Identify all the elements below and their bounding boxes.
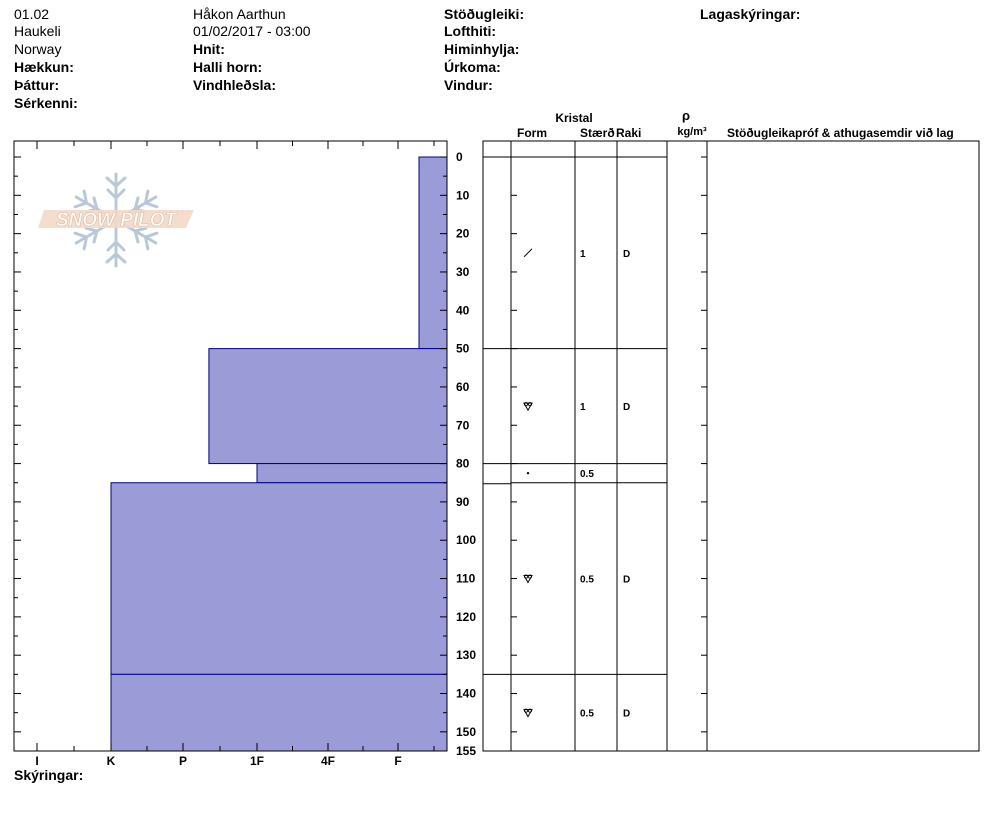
layer-size: 0.5 bbox=[580, 469, 594, 480]
x-tick-label: K bbox=[107, 754, 116, 768]
facet-triangle bbox=[523, 575, 533, 584]
y-tick-label: 50 bbox=[456, 342, 470, 356]
layer-moisture: D bbox=[623, 709, 630, 720]
hardness-frame bbox=[13, 140, 448, 752]
form-icon-faceted bbox=[523, 708, 533, 718]
facet-circle bbox=[528, 402, 533, 407]
header-precip-label: Úrkoma: bbox=[444, 59, 501, 75]
header-elevation-label: Hækkun: bbox=[14, 59, 74, 75]
header-stability-label: Stöðugleiki: bbox=[444, 6, 525, 22]
facet-circle bbox=[524, 708, 529, 713]
facet-triangle bbox=[523, 402, 533, 412]
form-icon-faceted bbox=[523, 574, 533, 584]
header-windload-label: Vindhleðsla: bbox=[193, 77, 276, 93]
y-tick-label: 0 bbox=[456, 150, 463, 164]
y-tick-label: 30 bbox=[456, 265, 470, 279]
facet-circle bbox=[528, 574, 533, 579]
header-country: Norway bbox=[14, 41, 62, 57]
table-frame bbox=[482, 140, 980, 752]
y-tick-label: 110 bbox=[456, 572, 476, 586]
form-header: Form bbox=[517, 126, 547, 140]
form-icon-decomposing bbox=[523, 248, 533, 258]
y-tick-label: 60 bbox=[456, 380, 470, 394]
size-header: Stærð bbox=[580, 126, 615, 140]
y-tick-label: 150 bbox=[456, 725, 476, 739]
header-wind-label: Vindur: bbox=[444, 77, 493, 93]
facet-circle bbox=[524, 402, 529, 407]
header-location: Haukeli bbox=[14, 23, 61, 39]
y-tick-label: 20 bbox=[456, 227, 470, 241]
snowpilot-logo: SNOW PILOT bbox=[38, 172, 194, 268]
x-tick-label: 4F bbox=[321, 754, 335, 768]
y-tick-label: 120 bbox=[456, 610, 476, 624]
y-tick-label: 155 bbox=[456, 744, 476, 758]
header-slope-label: Halli horn: bbox=[193, 59, 263, 75]
layer-size: 1 bbox=[580, 249, 586, 260]
hardness-plot: I K P 1F 4F F 0 10 20 30 40 50 60 70 80 90 100 110 120 130 1… bbox=[13, 140, 476, 768]
moisture-header: Raki bbox=[616, 126, 641, 140]
hardness-bar bbox=[418, 156, 448, 350]
header-datetime: 01/02/2017 - 03:00 bbox=[193, 23, 311, 39]
layer-moisture: D bbox=[623, 575, 630, 586]
layer-size: 0.5 bbox=[580, 709, 594, 720]
y-tick-label: 80 bbox=[456, 457, 470, 471]
density-unit: kg/m³ bbox=[677, 126, 707, 138]
kristal-header: Kristal bbox=[555, 111, 592, 125]
y-tick-label: 90 bbox=[456, 495, 470, 509]
layer-moisture: D bbox=[623, 402, 630, 413]
y-tick-label: 100 bbox=[456, 533, 476, 547]
remarks-header: Stöðugleikapróf & athugasemdir við lag bbox=[727, 126, 954, 140]
hardness-bar bbox=[110, 482, 448, 675]
layer-size: 0.5 bbox=[580, 575, 594, 586]
header-airtemp-label: Lofthiti: bbox=[444, 23, 497, 39]
facet-circle bbox=[524, 574, 529, 579]
header-aspect-label: Þáttur: bbox=[14, 77, 60, 93]
hardness-bar bbox=[110, 673, 448, 752]
facet-circle bbox=[528, 708, 533, 713]
facet-triangle bbox=[523, 709, 533, 718]
y-tick-label: 70 bbox=[456, 418, 470, 432]
snowpilot-logo-text: SNOW PILOT bbox=[56, 210, 178, 231]
y-tick-label: 40 bbox=[456, 303, 470, 317]
hardness-bar bbox=[208, 348, 448, 465]
footer-notes-label: Skýringar: bbox=[14, 767, 84, 783]
header-layer-notes-label: Lagaskýringar: bbox=[700, 6, 801, 22]
x-tick-label: F bbox=[394, 754, 401, 768]
x-tick-label: I bbox=[35, 754, 38, 768]
form-icon-faceted bbox=[523, 402, 533, 412]
layer-table: Kristal Form Stærð Raki ρ kg/m³ Stöðugle… bbox=[482, 108, 980, 752]
header-features-label: Sérkenni: bbox=[14, 95, 78, 111]
y-tick-label: 140 bbox=[456, 687, 476, 701]
layer-moisture: D bbox=[623, 249, 630, 260]
density-symbol: ρ bbox=[682, 108, 690, 123]
hardness-bar bbox=[256, 463, 448, 484]
x-tick-label: 1F bbox=[250, 754, 264, 768]
header-observer: Håkon Aarthun bbox=[193, 6, 286, 22]
header-pit-id: 01.02 bbox=[14, 6, 50, 22]
header-sky-label: Himinhylja: bbox=[444, 41, 520, 57]
y-tick-label: 10 bbox=[456, 188, 470, 202]
x-tick-label: P bbox=[179, 754, 187, 768]
header-coords-label: Hnit: bbox=[193, 41, 225, 57]
y-tick-label: 130 bbox=[456, 648, 476, 662]
form-icon-dot bbox=[526, 471, 530, 475]
layer-size: 1 bbox=[580, 402, 586, 413]
